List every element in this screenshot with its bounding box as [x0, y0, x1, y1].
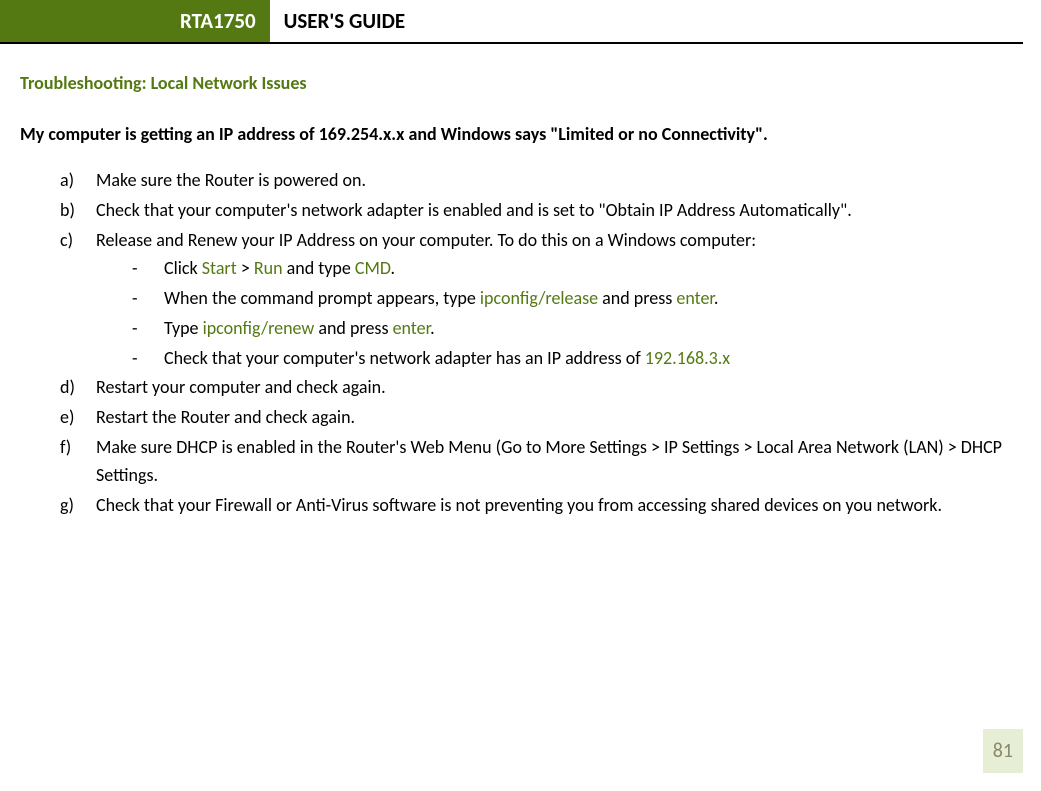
header-product-text: RTA1750	[180, 8, 256, 34]
step-text: Restart the Router and check again.	[96, 406, 355, 428]
page-number: 81	[993, 739, 1013, 763]
page-number-box: 81	[983, 729, 1023, 773]
substep-text-pre: Type	[164, 317, 203, 339]
substep-text-mid: >	[237, 257, 254, 279]
substep-1: Click Start > Run and type CMD.	[132, 255, 1021, 283]
header-product-badge: RTA1750	[0, 0, 270, 42]
substep-2: When the command prompt appears, type ip…	[132, 285, 1021, 313]
substep-text-mid: and press	[598, 287, 676, 309]
substep-4: Check that your computer's network adapt…	[132, 345, 1021, 373]
page-content: Troubleshooting: Local Network Issues My…	[0, 44, 1041, 520]
step-f: f) Make sure DHCP is enabled in the Rout…	[60, 434, 1021, 490]
step-text: Make sure DHCP is enabled in the Router'…	[96, 436, 1002, 486]
steps-list: a) Make sure the Router is powered on. b…	[20, 167, 1021, 520]
substep-highlight: ipconfig/release	[480, 287, 598, 309]
substep-highlight: enter	[393, 317, 431, 339]
step-marker: d)	[60, 374, 75, 402]
substep-text-post: .	[430, 317, 435, 339]
step-text: Make sure the Router is powered on.	[96, 169, 366, 191]
substep-highlight: enter	[676, 287, 714, 309]
step-marker: g)	[60, 492, 74, 520]
header-title: USER'S GUIDE	[270, 0, 419, 42]
substep-text-post: .	[714, 287, 719, 309]
step-marker: a)	[60, 167, 74, 195]
substep-text-post: .	[391, 257, 396, 279]
step-text: Restart your computer and check again.	[96, 376, 386, 398]
step-marker: b)	[60, 197, 75, 225]
substep-3: Type ipconfig/renew and press enter.	[132, 315, 1021, 343]
substep-highlight: Start	[202, 257, 237, 279]
substep-highlight: 192.168.3.x	[645, 347, 730, 369]
step-b: b) Check that your computer's network ad…	[60, 197, 1021, 225]
substep-text-pre: Check that your computer's network adapt…	[164, 347, 645, 369]
step-text: Release and Renew your IP Address on you…	[96, 229, 756, 251]
substeps-list: Click Start > Run and type CMD. When the…	[96, 255, 1021, 373]
step-text: Check that your computer's network adapt…	[96, 199, 852, 221]
step-marker: e)	[60, 404, 74, 432]
substep-text-pre: Click	[164, 257, 202, 279]
step-g: g) Check that your Firewall or Anti-Viru…	[60, 492, 1021, 520]
header-bar: RTA1750 USER'S GUIDE	[0, 0, 1023, 44]
step-text: Check that your Firewall or Anti-Virus s…	[96, 494, 942, 516]
step-marker: f)	[60, 434, 71, 462]
header-title-text: USER'S GUIDE	[284, 8, 405, 34]
step-d: d) Restart your computer and check again…	[60, 374, 1021, 402]
substep-text-mid: and press	[314, 317, 392, 339]
substep-highlight: CMD	[355, 257, 391, 279]
section-question: My computer is getting an IP address of …	[20, 122, 1021, 147]
step-e: e) Restart the Router and check again.	[60, 404, 1021, 432]
step-a: a) Make sure the Router is powered on.	[60, 167, 1021, 195]
substep-text-pre: When the command prompt appears, type	[164, 287, 480, 309]
substep-highlight: Run	[254, 257, 283, 279]
section-title: Troubleshooting: Local Network Issues	[20, 72, 1021, 94]
step-marker: c)	[60, 227, 73, 255]
substep-highlight: ipconfig/renew	[203, 317, 315, 339]
step-c: c) Release and Renew your IP Address on …	[60, 227, 1021, 372]
substep-text-mid: and type	[283, 257, 355, 279]
